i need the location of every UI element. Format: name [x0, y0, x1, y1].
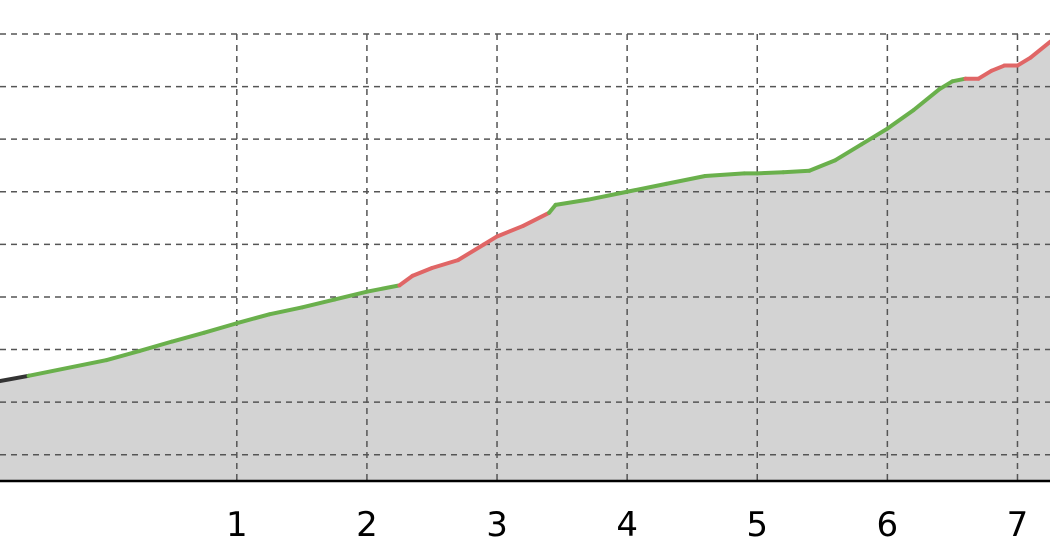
series-segment-30 [859, 126, 890, 147]
series-segment-7 [234, 312, 272, 326]
series-segment-29 [833, 142, 864, 163]
area-fill-layer [0, 41, 1050, 481]
series-segment-21 [586, 189, 630, 202]
x-tick-label-5: 5 [746, 505, 768, 545]
x-tick-label-2: 2 [356, 505, 378, 545]
series-segment-31 [885, 108, 916, 131]
series-segment-23 [664, 173, 708, 186]
series-segment-2 [26, 358, 109, 378]
series-segment-40 [1028, 39, 1050, 60]
series-segment-16 [482, 234, 500, 247]
series-segment-22 [625, 181, 669, 194]
series-segment-39 [1015, 55, 1033, 68]
series-segment-33 [937, 79, 955, 92]
x-tick-label-4: 4 [616, 505, 638, 545]
series-segment-17 [495, 223, 526, 239]
series-segment-3 [104, 349, 142, 363]
series-segment-37 [989, 63, 1007, 73]
series-segment-32 [911, 87, 942, 113]
series-segment-34 [950, 76, 968, 84]
series-segment-26 [755, 170, 786, 176]
x-tick-label-1: 1 [226, 505, 248, 545]
series-segment-18 [521, 210, 552, 228]
series-layer [0, 39, 1050, 384]
series-segment-20 [553, 197, 591, 207]
series-segment-12 [397, 273, 415, 288]
series-segment-6 [202, 321, 239, 335]
x-tick-label-7: 7 [1007, 505, 1029, 545]
series-segment-36 [976, 68, 994, 81]
series-segment-28 [807, 158, 838, 173]
series-segment-1 [0, 373, 31, 384]
series-segment-5 [169, 330, 207, 344]
area-fill [0, 41, 1050, 481]
series-segment-15 [455, 242, 487, 263]
series-segment-13 [410, 266, 434, 278]
series-segment-27 [781, 168, 812, 175]
x-tick-label-6: 6 [877, 505, 899, 545]
series-segment-14 [429, 258, 460, 271]
x-tick-labels: 1 2 3 4 5 6 7 [226, 505, 1028, 545]
series-segment-24 [703, 171, 747, 178]
series-segment-10 [332, 289, 369, 302]
series-segment-11 [364, 283, 402, 294]
series-segment-8 [267, 305, 304, 317]
series-segment-9 [299, 297, 337, 310]
series-segment-4 [137, 339, 174, 354]
x-tick-label-3: 3 [486, 505, 508, 545]
grid-layer [0, 33, 1050, 481]
